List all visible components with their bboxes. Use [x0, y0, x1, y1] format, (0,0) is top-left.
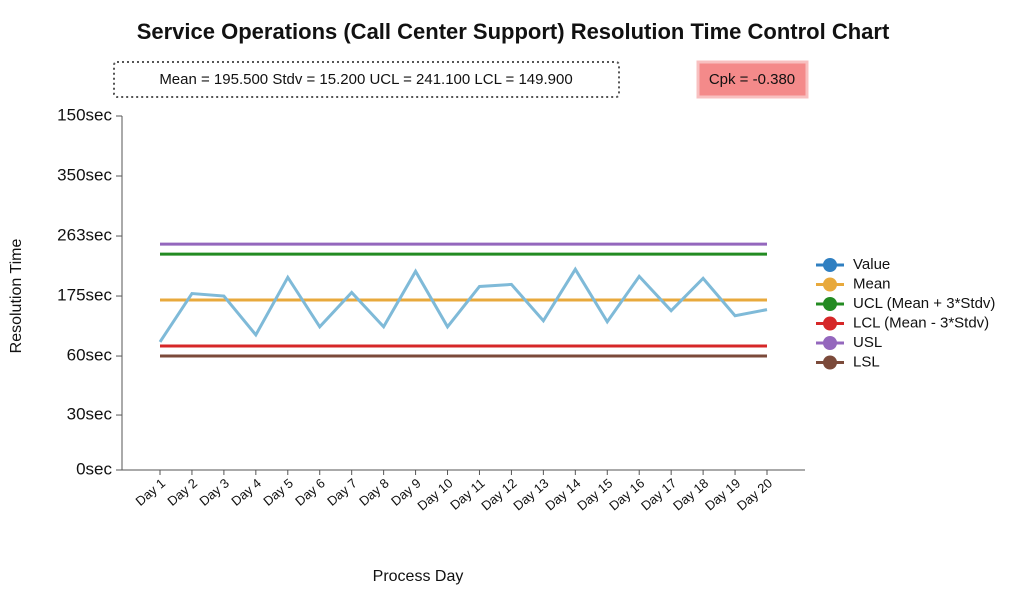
- legend-marker: [823, 297, 837, 311]
- x-tick-label: Day 17: [638, 475, 679, 513]
- legend-label: USL: [853, 334, 882, 351]
- legend-label: LCL (Mean - 3*Stdv): [853, 314, 989, 331]
- x-tick-label: Day 18: [670, 475, 711, 513]
- data-line: [158, 266, 768, 343]
- x-tick-label: Day 8: [356, 475, 392, 508]
- x-tick-label: Day 12: [478, 475, 519, 513]
- legend-marker: [823, 336, 837, 350]
- y-tick-label: 350sec: [57, 165, 112, 184]
- legend-label: UCL (Mean + 3*Stdv): [853, 295, 995, 312]
- x-tick-label: Day 3: [196, 475, 232, 508]
- x-tick-label: Day 16: [606, 475, 647, 513]
- x-tick-label: Day 13: [510, 475, 551, 513]
- x-tick-label: Day 6: [292, 475, 328, 508]
- x-tick-label: Day 5: [260, 475, 296, 508]
- stats-text: Mean = 195.500 Stdv = 15.200 UCL = 241.1…: [159, 71, 572, 88]
- stats-box: [113, 61, 620, 98]
- x-tick-label: Day 15: [574, 475, 615, 513]
- x-tick-label: Day 14: [542, 475, 583, 513]
- y-tick-label: 175sec: [57, 286, 112, 305]
- x-tick-label: Day 7: [324, 475, 360, 508]
- y-tick-label: 150sec: [57, 105, 112, 124]
- chart-title: Service Operations (Call Center Support)…: [137, 19, 890, 44]
- y-tick-label: 30sec: [67, 405, 113, 424]
- legend-marker: [823, 316, 837, 331]
- y-tick-label: 60sec: [67, 346, 113, 365]
- x-tick-label: Day 20: [734, 475, 775, 513]
- cpk-text: Cpk = -0.380: [709, 71, 795, 88]
- y-axis-title: Resolution Time: [8, 239, 25, 354]
- y-tick-label: 263sec: [57, 226, 112, 245]
- x-tick-label: Day 4: [228, 475, 264, 508]
- x-tick-label: Day 19: [702, 475, 743, 513]
- legend-marker: [823, 277, 837, 292]
- legend-label: Mean: [853, 275, 891, 292]
- legend-marker: [823, 355, 837, 370]
- cpk-box: [696, 60, 809, 99]
- x-axis-title: Process Day: [373, 568, 464, 585]
- legend-marker: [823, 258, 837, 272]
- x-tick-label: Day 1: [132, 475, 168, 508]
- x-tick-label: Day 10: [414, 475, 455, 513]
- x-tick-label: Day 2: [164, 475, 200, 508]
- legend-label: LSL: [853, 353, 880, 370]
- legend-label: Value: [853, 256, 890, 273]
- y-tick-label: 0sec: [76, 459, 112, 478]
